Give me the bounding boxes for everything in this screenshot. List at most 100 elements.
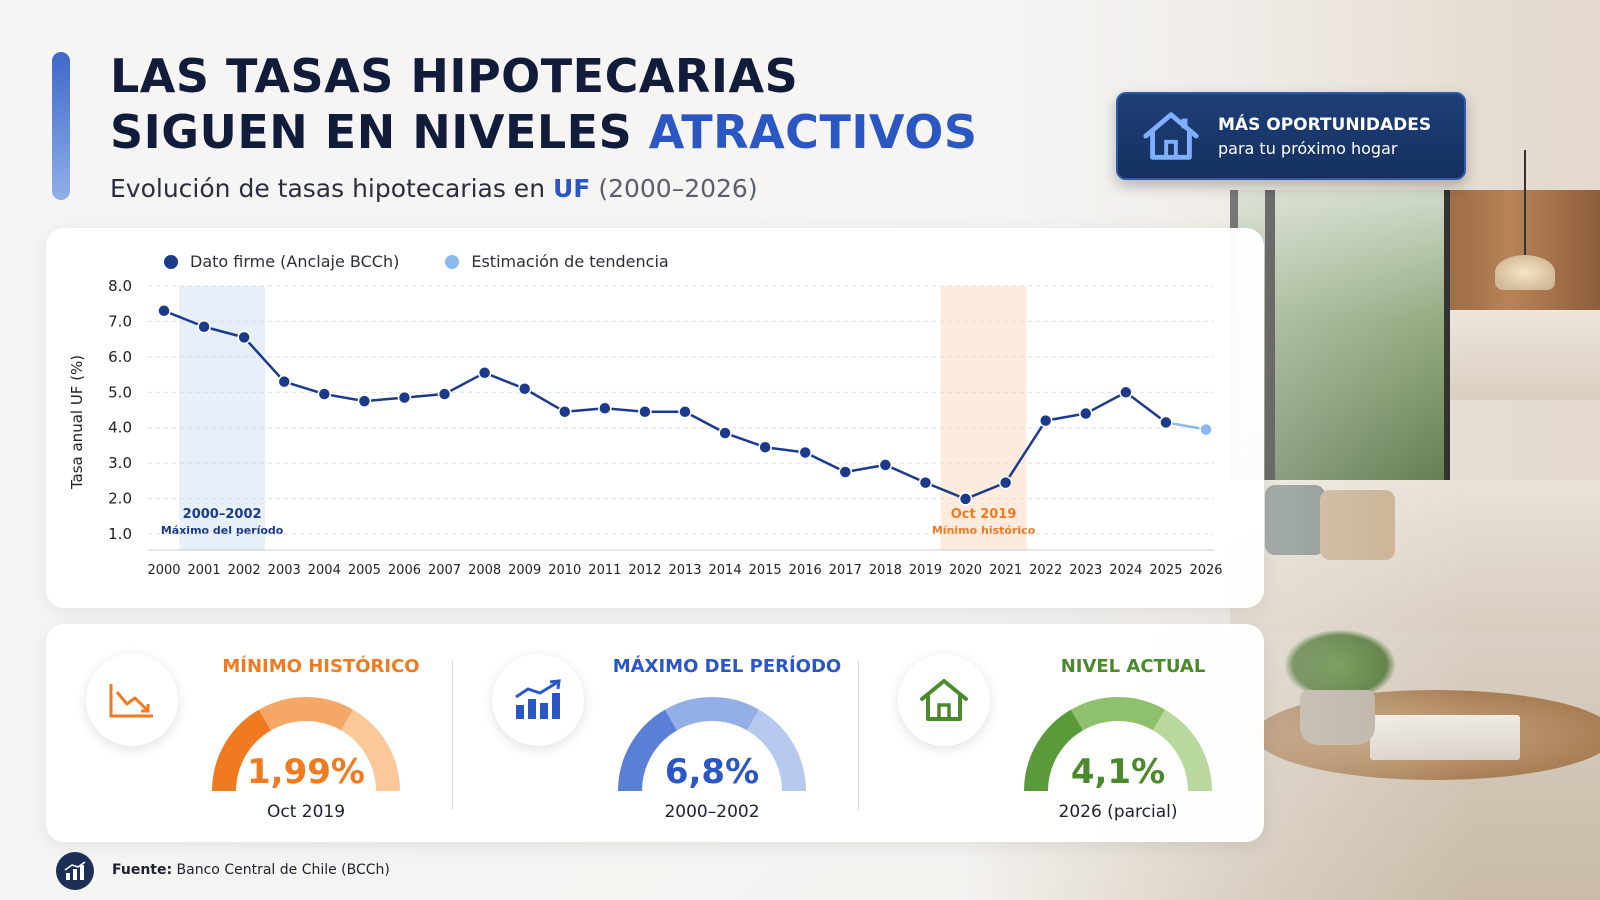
annotation-sublabel-min: Mínimo histórico: [932, 524, 1036, 537]
x-tick-label: 2017: [829, 563, 862, 578]
kpi-max-gauge: [618, 697, 806, 792]
annotation-label-max: 2000–2002: [183, 507, 262, 522]
gauge-segment: [212, 709, 272, 792]
y-tick-label: 1.0: [108, 525, 132, 543]
title-accent-bar: [52, 52, 70, 200]
x-tick-label: 2008: [468, 563, 501, 578]
x-tick-label: 2015: [749, 563, 782, 578]
house-icon: [898, 654, 990, 746]
series-line-0: [163, 309, 1167, 501]
x-tick-label: 2020: [949, 563, 982, 578]
gauge-segment: [665, 697, 759, 731]
source-note: Fuente: Banco Central de Chile (BCCh): [112, 862, 390, 878]
data-point: [317, 387, 332, 401]
data-point: [558, 405, 572, 419]
page-subtitle: Evolución de tasas hipotecarias en UF (2…: [110, 174, 758, 203]
kpi-min-title: MÍNIMO HISTÓRICO: [222, 656, 420, 677]
y-tick-label: 6.0: [108, 348, 132, 366]
kpi-current-gauge: [1024, 697, 1212, 792]
data-point: [598, 401, 612, 415]
data-point: [758, 440, 772, 454]
title-line-2-text: SIGUEN EN NIVELES: [110, 105, 649, 159]
x-tick-label: 2007: [428, 563, 461, 578]
x-tick-label: 2023: [1069, 563, 1102, 578]
y-tick-label: 4.0: [108, 419, 132, 437]
annotation-label-min: Oct 2019: [951, 507, 1017, 522]
x-tick-label: 2013: [668, 563, 701, 578]
x-tick-label: 2012: [628, 563, 661, 578]
x-tick-label: 2024: [1109, 563, 1142, 578]
data-point: [918, 475, 933, 490]
annotation-sublabel-max: Máximo del período: [161, 524, 284, 537]
x-tick-label: 2006: [388, 563, 421, 578]
x-tick-label: 2016: [789, 563, 822, 578]
x-tick-label: 2025: [1149, 563, 1182, 578]
x-tick-label: 2014: [709, 563, 742, 578]
annotation-band-max: [179, 286, 265, 550]
chart-card: Dato firme (Anclaje BCCh) Estimación de …: [46, 228, 1264, 608]
subtitle-uf: UF: [552, 174, 591, 203]
data-point: [437, 387, 452, 401]
kpi-max: MÁXIMO DEL PERÍODO 6,8% 2000–2002: [452, 624, 858, 842]
kpi-min-value: 1,99%: [247, 752, 365, 792]
x-tick-label: 2021: [989, 563, 1022, 578]
page-title: LAS TASAS HIPOTECARIAS SIGUEN EN NIVELES…: [110, 48, 977, 160]
legend-item-firm: Dato firme (Anclaje BCCh): [164, 252, 399, 271]
data-point: [157, 304, 171, 318]
data-point: [998, 475, 1013, 490]
data-point: [678, 405, 692, 419]
gauge-segment: [746, 709, 806, 792]
gauge-segment: [1152, 709, 1212, 792]
source-label: Fuente:: [112, 862, 173, 878]
subtitle-years: (2000–2026): [598, 174, 758, 203]
gauge-segment: [259, 697, 353, 731]
x-tick-label: 2004: [308, 563, 341, 578]
data-point: [958, 492, 973, 506]
y-tick-label: 7.0: [108, 312, 132, 330]
data-point: [798, 445, 812, 460]
x-tick-label: 2000: [147, 563, 180, 578]
data-point: [1038, 413, 1053, 428]
subtitle-text: Evolución de tasas hipotecarias en: [110, 174, 553, 203]
gauge-segment: [340, 709, 400, 792]
promo-title: MÁS OPORTUNIDADES: [1218, 114, 1432, 135]
data-point: [357, 394, 372, 408]
title-line-1: LAS TASAS HIPOTECARIAS: [110, 49, 799, 103]
line-chart: 2000–2002 Máximo del período Oct 2019 Mínim…: [68, 277, 1223, 578]
gauge-segment: [1071, 697, 1165, 731]
x-tick-label: 2002: [228, 563, 261, 578]
house-icon: [1143, 112, 1199, 160]
x-tick-label: 2011: [588, 563, 621, 578]
kpi-current-value: 4,1%: [1070, 752, 1166, 792]
promo-badge: MÁS OPORTUNIDADES para tu próximo hogar: [1116, 92, 1466, 180]
kpi-card: MÍNIMO HISTÓRICO 1,99% Oct 2019 MÁXIMO D…: [46, 624, 1264, 842]
kpi-min-caption: Oct 2019: [266, 802, 346, 822]
title-line-2: SIGUEN EN NIVELES ATRACTIVOS: [110, 104, 977, 160]
annotation-band-min: [940, 286, 1027, 550]
legend-label-estimate: Estimación de tendencia: [471, 252, 669, 271]
kpi-current: NIVEL ACTUAL 4,1% 2026 (parcial): [858, 624, 1264, 842]
y-tick-label: 8.0: [108, 277, 132, 295]
legend-item-estimate: Estimación de tendencia: [445, 252, 669, 271]
x-tick-label: 2005: [348, 563, 381, 578]
legend-swatch-firm: [164, 254, 178, 269]
chart-badge-icon: [56, 852, 94, 890]
data-point: [1119, 385, 1133, 400]
kpi-current-title: NIVEL ACTUAL: [1060, 656, 1206, 677]
data-point: [397, 390, 412, 405]
x-tick-label: 2003: [268, 563, 301, 578]
x-tick-label: 2022: [1029, 563, 1062, 578]
data-point: [1159, 415, 1173, 430]
x-tick-label: 2009: [508, 563, 541, 578]
data-point: [237, 330, 251, 345]
data-point: [1199, 422, 1213, 437]
y-axis-label: Tasa anual UF (%): [68, 355, 86, 490]
data-point: [638, 405, 652, 419]
x-tick-label: 2010: [548, 563, 581, 578]
legend-label-firm: Dato firme (Anclaje BCCh): [190, 252, 400, 271]
series-line-1: [1165, 421, 1207, 431]
data-point: [878, 458, 893, 472]
legend-swatch-estimate: [445, 254, 460, 269]
bar-chart-up-icon: [492, 654, 584, 746]
data-point: [477, 366, 492, 380]
